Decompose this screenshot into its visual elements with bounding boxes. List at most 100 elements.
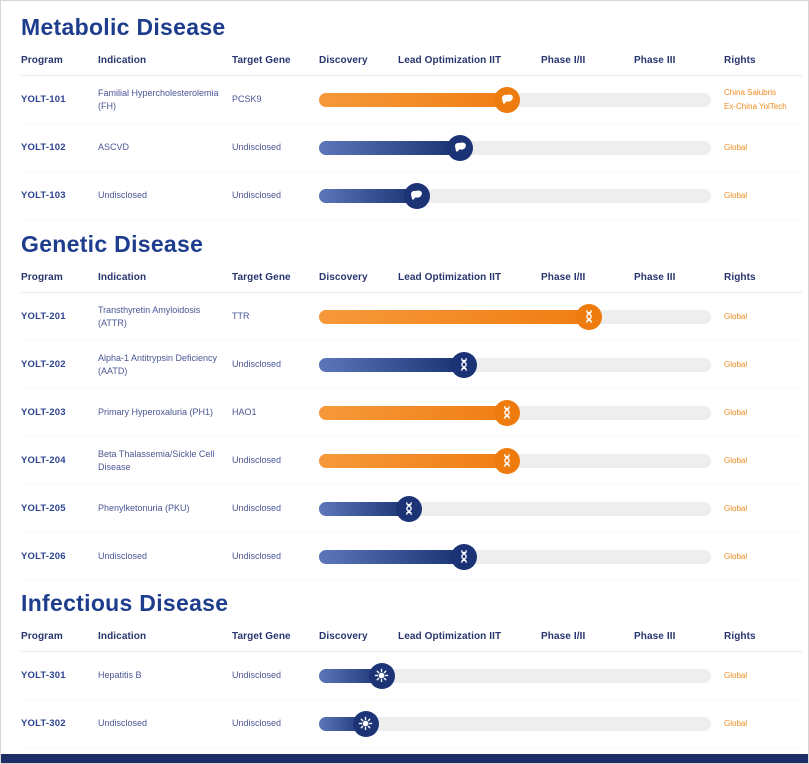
col-phase-1-2: Phase I/II	[541, 54, 586, 66]
program-id: YOLT-204	[21, 455, 66, 466]
row-yolt-201: YOLT-201 Transthyretin Amyloidosis (ATTR…	[21, 293, 802, 341]
row-yolt-302: YOLT-302 Undisclosed Undisclosed Global	[21, 700, 802, 748]
rights: Global	[724, 670, 748, 680]
section-title: Infectious Disease	[21, 590, 229, 616]
liver-icon	[447, 134, 474, 161]
program-id: YOLT-302	[21, 718, 66, 729]
progress-track	[319, 710, 711, 737]
section-infectious-disease: Infectious Disease Program Indication Ta…	[1, 587, 808, 748]
progress-fill	[319, 710, 379, 737]
indication: ASCVD	[98, 142, 130, 153]
rights: Global	[724, 142, 748, 152]
program-id: YOLT-202	[21, 359, 66, 370]
indication: Beta Thalassemia/Sickle Cell Disease	[98, 448, 215, 472]
col-rights: Rights	[724, 54, 756, 66]
row-yolt-204: YOLT-204 Beta Thalassemia/Sickle Cell Di…	[21, 437, 802, 485]
rights: China Salubris Ex-China YolTech	[724, 87, 787, 111]
progress-cell	[319, 86, 724, 113]
progress-track	[319, 399, 711, 426]
col-phase-1-2: Phase I/II	[541, 271, 586, 283]
program-id: YOLT-101	[21, 94, 66, 105]
rights: Global	[724, 311, 748, 321]
liver-icon	[494, 86, 521, 113]
target-gene: HAO1	[232, 407, 257, 418]
footer-bar	[1, 754, 808, 763]
progress-cell	[319, 351, 724, 378]
indication: Primary Hyperoxaluria (PH1)	[98, 407, 214, 418]
col-phase-1-2: Phase I/II	[541, 630, 586, 642]
indication: Undisclosed	[98, 718, 148, 729]
indication: Undisclosed	[98, 190, 148, 201]
progress-cell	[319, 447, 724, 474]
progress-track	[319, 495, 711, 522]
progress-fill	[319, 447, 521, 474]
progress-fill	[319, 86, 521, 113]
column-header-row: Program Indication Target Gene Discovery…	[21, 621, 802, 652]
section-title: Genetic Disease	[21, 231, 204, 257]
col-target-gene: Target Gene	[232, 630, 291, 642]
target-gene: Undisclosed	[232, 670, 282, 681]
target-gene: Undisclosed	[232, 718, 282, 729]
indication: Alpha-1 Antitrypsin Deficiency (AATD)	[98, 352, 218, 376]
row-yolt-202: YOLT-202 Alpha-1 Antitrypsin Deficiency …	[21, 341, 802, 389]
target-gene: Undisclosed	[232, 551, 282, 562]
target-gene: Undisclosed	[232, 190, 282, 201]
progress-fill	[319, 543, 477, 570]
target-gene: TTR	[232, 311, 250, 322]
liver-icon	[403, 182, 430, 209]
target-gene: Undisclosed	[232, 455, 282, 466]
col-phase-3: Phase III	[634, 54, 676, 66]
progress-track	[319, 351, 711, 378]
col-program: Program	[21, 630, 63, 642]
progress-track	[319, 86, 711, 113]
progress-fill	[319, 399, 521, 426]
progress-fill	[319, 662, 395, 689]
col-phase-3: Phase III	[634, 630, 676, 642]
rights: Global	[724, 455, 748, 465]
progress-track	[319, 543, 711, 570]
col-program: Program	[21, 54, 63, 66]
progress-cell	[319, 399, 724, 426]
indication: Transthyretin Amyloidosis (ATTR)	[98, 304, 201, 328]
col-target-gene: Target Gene	[232, 54, 291, 66]
col-phase-3: Phase III	[634, 271, 676, 283]
rights: Global	[724, 359, 748, 369]
col-discovery: Discovery	[319, 630, 368, 642]
col-lead-optimization: Lead Optimization IIT	[398, 54, 502, 66]
section-metabolic-disease: Metabolic Disease Program Indication Tar…	[1, 11, 808, 220]
program-id: YOLT-103	[21, 190, 66, 201]
program-id: YOLT-201	[21, 311, 66, 322]
progress-track	[319, 134, 711, 161]
col-rights: Rights	[724, 271, 756, 283]
col-rights: Rights	[724, 630, 756, 642]
program-id: YOLT-301	[21, 670, 66, 681]
progress-track	[319, 662, 711, 689]
target-gene: Undisclosed	[232, 142, 282, 153]
row-yolt-205: YOLT-205 Phenylketonuria (PKU) Undisclos…	[21, 485, 802, 533]
section-genetic-disease: Genetic Disease Program Indication Targe…	[1, 228, 808, 581]
col-indication: Indication	[98, 630, 147, 642]
column-header-row: Program Indication Target Gene Discovery…	[21, 262, 802, 293]
program-id: YOLT-203	[21, 407, 66, 418]
row-yolt-101: YOLT-101 Familial Hypercholesterolemia (…	[21, 76, 802, 124]
progress-track	[319, 303, 711, 330]
target-gene: Undisclosed	[232, 359, 282, 370]
progress-cell	[319, 495, 724, 522]
progress-cell	[319, 134, 724, 161]
virus-icon	[368, 662, 395, 689]
progress-cell	[319, 303, 724, 330]
col-discovery: Discovery	[319, 271, 368, 283]
progress-cell	[319, 543, 724, 570]
indication: Undisclosed	[98, 551, 148, 562]
dna-icon	[494, 399, 521, 426]
program-id: YOLT-206	[21, 551, 66, 562]
progress-cell	[319, 182, 724, 209]
progress-track	[319, 447, 711, 474]
indication: Hepatitis B	[98, 670, 142, 681]
row-yolt-206: YOLT-206 Undisclosed Undisclosed Global	[21, 533, 802, 581]
program-id: YOLT-205	[21, 503, 66, 514]
virus-icon	[352, 710, 379, 737]
progress-track	[319, 182, 711, 209]
dna-icon	[450, 351, 477, 378]
